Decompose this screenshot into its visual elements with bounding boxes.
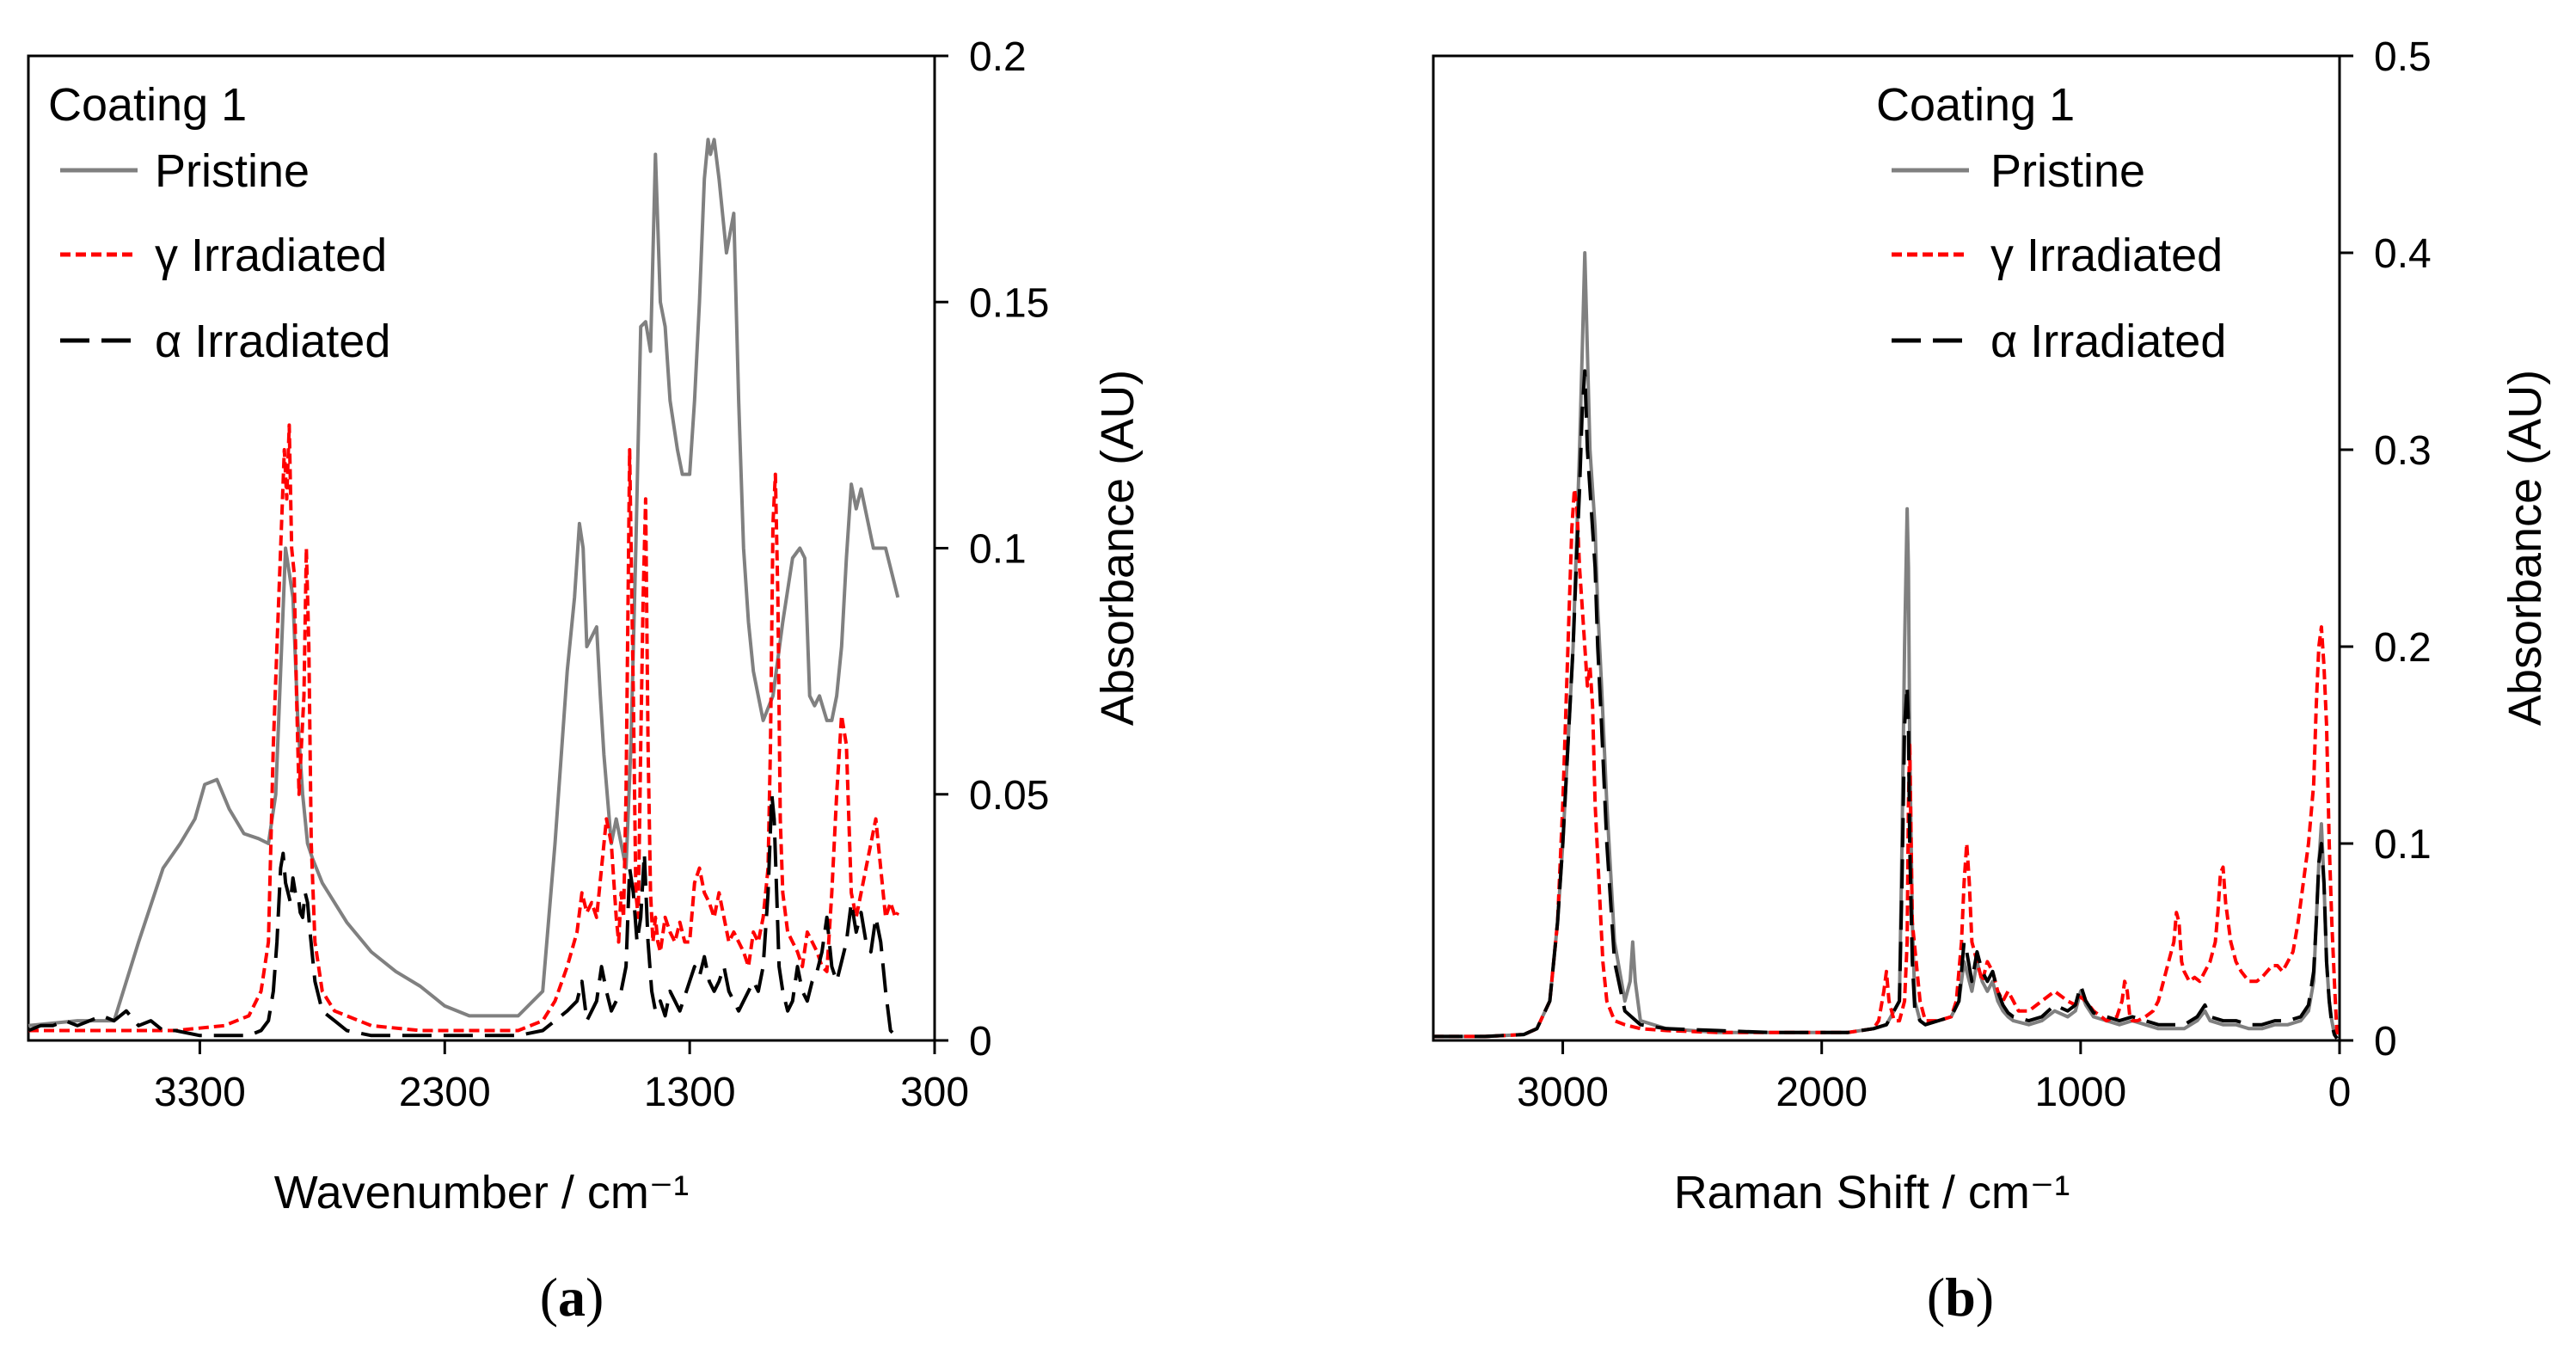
panel-a-y-axis: 0 0.05 0.1 0.15 0.2 (935, 34, 1049, 1065)
x-tick-label-300: 300 (900, 1070, 969, 1115)
y-tick-label-0_15: 0.15 (969, 280, 1049, 326)
x-tick-label-3000: 3000 (1517, 1070, 1609, 1115)
panel-b-series-line-2 (1433, 369, 2339, 1040)
y-tick-label-0: 0 (969, 1019, 992, 1065)
y-tick-label-0_1: 0.1 (969, 527, 1027, 573)
panel-b-x-axis: 3000 2000 1000 0 (1517, 1040, 2351, 1115)
panel-b-legend: Coating 1 Pristine γ Irradiated α Irradi… (1876, 79, 2226, 367)
y-tick-label-0_5: 0.5 (2374, 34, 2432, 80)
panel-b-caption-label: (b) (1927, 1267, 1994, 1328)
x-tick-label-1300: 1300 (644, 1070, 736, 1115)
panel-b-y-axis-title: Absorbance (AU) (2499, 370, 2551, 726)
panel-b-series-line-1 (1433, 487, 2339, 1039)
y-tick-label-0_2: 0.2 (2374, 625, 2432, 671)
y-tick-label-0: 0 (2374, 1019, 2397, 1065)
panel-a: 3300 2300 1300 300 0 0.05 0.1 0.15 0.2 Wavenumb… (27, 34, 1144, 1328)
y-tick-label-0_1: 0.1 (2374, 822, 2432, 868)
x-tick-label-1000: 1000 (2034, 1070, 2126, 1115)
x-tick-label-3300: 3300 (154, 1070, 246, 1115)
panel-b-caption-letter: b (1945, 1267, 1976, 1328)
panel-a-legend-label-gamma: γ Irradiated (155, 230, 387, 281)
panel-b-legend-title: Coating 1 (1876, 79, 2075, 131)
x-tick-label-0: 0 (2328, 1070, 2352, 1115)
y-tick-label-0_3: 0.3 (2374, 428, 2432, 474)
panel-b: 3000 2000 1000 0 0 0.1 0.2 0.3 0.4 0.5 Raman Shi… (1432, 34, 2551, 1328)
panel-b-series-line-0 (1433, 251, 2339, 1040)
x-tick-label-2300: 2300 (399, 1070, 491, 1115)
panel-b-legend-label-pristine: Pristine (1990, 145, 2145, 197)
panel-a-legend-label-alpha: α Irradiated (155, 316, 390, 367)
panel-a-series-line-0 (28, 138, 900, 1028)
panel-a-caption-letter: a (558, 1267, 586, 1328)
y-tick-label-0_4: 0.4 (2374, 231, 2432, 277)
panel-b-legend-label-gamma: γ Irradiated (1990, 230, 2223, 281)
panel-b-series (1433, 251, 2339, 1040)
panel-b-plot-frame (1432, 54, 2341, 1042)
panel-a-legend-label-pristine: Pristine (155, 145, 310, 197)
panel-a-x-axis-title: Wavenumber / cm⁻¹ (274, 1167, 690, 1218)
panel-a-series (28, 138, 900, 1038)
x-tick-label-2000: 2000 (1776, 1070, 1868, 1115)
panel-a-y-axis-title: Absorbance (AU) (1092, 370, 1144, 726)
panel-a-series-line-1 (28, 423, 900, 1033)
panel-a-x-axis: 3300 2300 1300 300 (154, 1040, 969, 1115)
y-tick-label-0_2: 0.2 (969, 34, 1027, 80)
panel-a-series-line-2 (28, 792, 897, 1038)
panel-b-legend-label-alpha: α Irradiated (1990, 316, 2226, 367)
panel-b-x-axis-title: Raman Shift / cm⁻¹ (1674, 1167, 2070, 1218)
y-tick-label-0_05: 0.05 (969, 773, 1049, 819)
panel-a-legend-title: Coating 1 (48, 79, 247, 131)
panel-a-legend: Coating 1 Pristine γ Irradiated α Irradi… (48, 79, 390, 367)
panel-b-y-axis: 0 0.1 0.2 0.3 0.4 0.5 (2340, 34, 2432, 1065)
panel-a-caption-label: (a) (540, 1267, 604, 1328)
